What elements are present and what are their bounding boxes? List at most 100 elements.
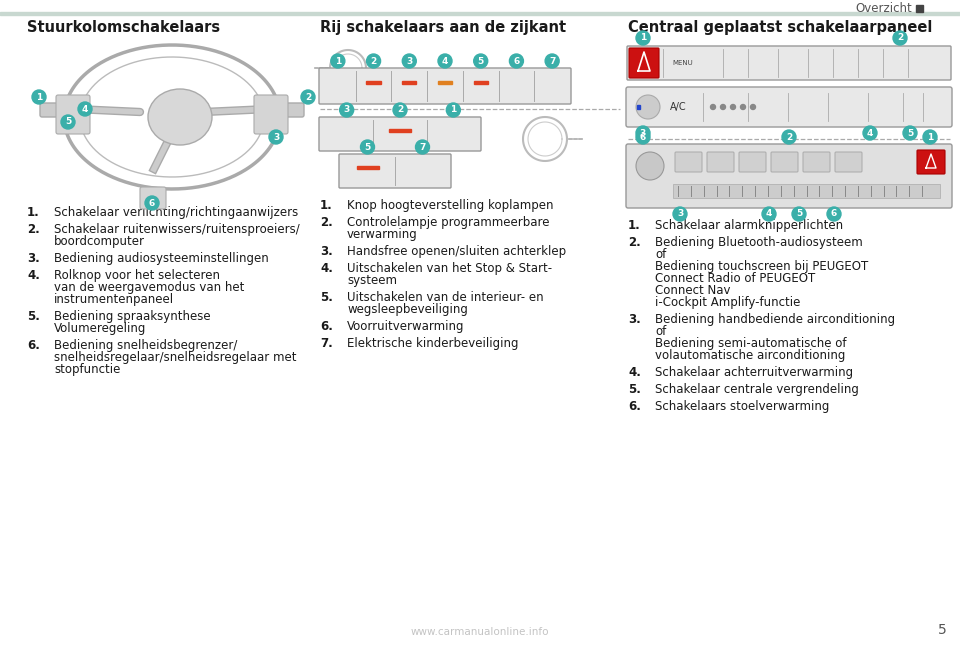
Text: 5.: 5. — [27, 310, 40, 323]
Circle shape — [301, 90, 315, 104]
Text: verwarming: verwarming — [347, 228, 418, 241]
Text: A/C: A/C — [670, 102, 686, 112]
Circle shape — [367, 54, 380, 68]
Text: Elektrische kinderbeveiliging: Elektrische kinderbeveiliging — [347, 337, 518, 350]
Text: Rij schakelaars aan de zijkant: Rij schakelaars aan de zijkant — [320, 20, 566, 35]
Text: Centraal geplaatst schakelaarpaneel: Centraal geplaatst schakelaarpaneel — [628, 20, 932, 35]
Circle shape — [402, 54, 417, 68]
Text: Bediening touchscreen bij PEUGEOT: Bediening touchscreen bij PEUGEOT — [655, 260, 868, 273]
Text: 4: 4 — [867, 129, 874, 138]
Bar — [637, 105, 640, 109]
Text: i-Cockpit Amplify-functie: i-Cockpit Amplify-functie — [655, 296, 801, 309]
Circle shape — [923, 130, 937, 144]
Circle shape — [863, 126, 877, 140]
Text: Stuurkolomschakelaars: Stuurkolomschakelaars — [27, 20, 220, 35]
FancyBboxPatch shape — [917, 150, 945, 174]
Text: Bediening spraaksynthese: Bediening spraaksynthese — [54, 310, 210, 323]
Circle shape — [731, 104, 735, 110]
Text: Bediening semi-automatische of: Bediening semi-automatische of — [655, 337, 847, 350]
FancyBboxPatch shape — [803, 152, 830, 172]
Text: 2: 2 — [897, 34, 903, 42]
Text: 5: 5 — [796, 210, 803, 219]
FancyBboxPatch shape — [629, 48, 659, 78]
Text: Uitschakelen van de interieur- en: Uitschakelen van de interieur- en — [347, 291, 543, 304]
Ellipse shape — [636, 95, 660, 119]
FancyBboxPatch shape — [707, 152, 734, 172]
Bar — [27, 41, 297, 199]
Text: 1: 1 — [450, 106, 456, 114]
Circle shape — [32, 90, 46, 104]
Circle shape — [473, 54, 488, 68]
Text: 6.: 6. — [628, 400, 641, 413]
Text: Connect Nav: Connect Nav — [655, 284, 731, 297]
Text: 2: 2 — [396, 106, 403, 114]
FancyBboxPatch shape — [56, 95, 90, 134]
Text: 3: 3 — [273, 132, 279, 141]
Text: 2: 2 — [371, 56, 376, 66]
Text: 3: 3 — [344, 106, 349, 114]
Text: wegsleepbeveiliging: wegsleepbeveiliging — [347, 303, 468, 316]
Bar — [438, 81, 452, 84]
Text: 6.: 6. — [27, 339, 40, 352]
Circle shape — [636, 126, 650, 140]
FancyBboxPatch shape — [739, 152, 766, 172]
Text: 5.: 5. — [628, 383, 641, 396]
Text: 1.: 1. — [27, 206, 39, 219]
Text: 1: 1 — [335, 56, 341, 66]
Circle shape — [751, 104, 756, 110]
Text: 1: 1 — [926, 132, 933, 141]
Text: Uitschakelen van het Stop & Start-: Uitschakelen van het Stop & Start- — [347, 262, 552, 275]
Text: 1.: 1. — [320, 199, 333, 212]
Circle shape — [710, 104, 715, 110]
Text: 2: 2 — [786, 132, 792, 141]
Text: boordcomputer: boordcomputer — [54, 235, 145, 248]
FancyBboxPatch shape — [278, 103, 304, 117]
Text: 2.: 2. — [628, 236, 640, 249]
Bar — [0, 12, 960, 15]
Text: Schakelaar verlichting/richtingaanwijzers: Schakelaar verlichting/richtingaanwijzer… — [54, 206, 299, 219]
Ellipse shape — [148, 89, 212, 145]
FancyBboxPatch shape — [835, 152, 862, 172]
Text: 3.: 3. — [320, 245, 333, 258]
Circle shape — [673, 207, 687, 221]
Circle shape — [61, 115, 75, 129]
Text: 4.: 4. — [27, 269, 40, 282]
FancyBboxPatch shape — [771, 152, 798, 172]
Text: www.carmanualonline.info: www.carmanualonline.info — [411, 627, 549, 637]
Bar — [402, 81, 417, 84]
Text: MENU: MENU — [673, 60, 693, 66]
FancyBboxPatch shape — [339, 154, 451, 188]
Text: Schakelaar centrale vergrendeling: Schakelaar centrale vergrendeling — [655, 383, 859, 396]
Text: 5.: 5. — [320, 291, 333, 304]
Circle shape — [438, 54, 452, 68]
Text: 3.: 3. — [628, 313, 640, 326]
Circle shape — [762, 207, 776, 221]
Text: 3: 3 — [640, 129, 646, 138]
FancyBboxPatch shape — [140, 187, 166, 209]
Text: 6.: 6. — [320, 320, 333, 333]
Circle shape — [792, 207, 806, 221]
FancyBboxPatch shape — [675, 152, 702, 172]
Text: Schakelaar alarmknipperlichten: Schakelaar alarmknipperlichten — [655, 219, 843, 232]
Bar — [367, 81, 381, 84]
Text: 5: 5 — [65, 117, 71, 127]
Circle shape — [340, 103, 353, 117]
Text: Controlelampje programmeerbare: Controlelampje programmeerbare — [347, 216, 549, 229]
Circle shape — [827, 207, 841, 221]
Text: van de weergavemodus van het: van de weergavemodus van het — [54, 281, 245, 294]
Text: 5: 5 — [938, 623, 947, 637]
Text: 6: 6 — [640, 132, 646, 141]
Circle shape — [145, 196, 159, 210]
Text: of: of — [655, 248, 666, 261]
Text: 3.: 3. — [27, 252, 39, 265]
Text: Rolknop voor het selecteren: Rolknop voor het selecteren — [54, 269, 220, 282]
FancyBboxPatch shape — [627, 46, 951, 80]
Text: systeem: systeem — [347, 274, 397, 287]
Text: 4.: 4. — [628, 366, 641, 379]
Text: 5: 5 — [907, 129, 913, 138]
Text: 4: 4 — [82, 104, 88, 114]
Bar — [673, 184, 940, 198]
Circle shape — [331, 54, 345, 68]
Text: Knop hoogteverstelling koplampen: Knop hoogteverstelling koplampen — [347, 199, 554, 212]
Circle shape — [78, 102, 92, 116]
